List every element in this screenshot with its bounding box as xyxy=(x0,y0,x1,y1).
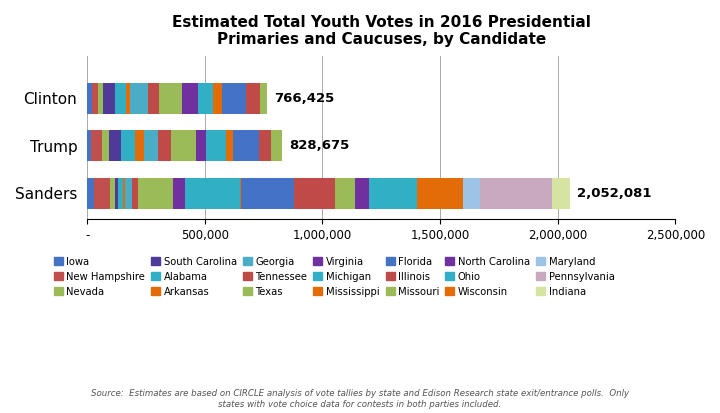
Bar xyxy=(241,178,294,209)
Bar xyxy=(91,130,102,161)
Bar xyxy=(552,178,570,209)
Text: Source:  Estimates are based on CIRCLE analysis of vote tallies by state and Edi: Source: Estimates are based on CIRCLE an… xyxy=(91,389,629,409)
Title: Estimated Total Youth Votes in 2016 Presidential
Primaries and Caucuses, by Cand: Estimated Total Youth Votes in 2016 Pres… xyxy=(172,15,590,47)
Bar xyxy=(115,83,126,114)
Bar xyxy=(174,178,185,209)
Bar xyxy=(213,83,222,114)
Bar xyxy=(294,178,336,209)
Bar xyxy=(144,130,158,161)
Bar xyxy=(110,178,114,209)
Bar xyxy=(158,130,171,161)
Bar xyxy=(98,83,104,114)
Text: 2,052,081: 2,052,081 xyxy=(577,187,652,199)
Bar xyxy=(336,178,354,209)
Bar xyxy=(135,130,144,161)
Bar xyxy=(463,178,480,209)
Bar xyxy=(185,178,240,209)
Bar xyxy=(259,130,271,161)
Text: 766,425: 766,425 xyxy=(274,92,335,105)
Bar xyxy=(171,130,196,161)
Bar xyxy=(480,178,552,209)
Bar xyxy=(118,178,123,209)
Bar xyxy=(102,130,109,161)
Bar xyxy=(138,178,174,209)
Bar xyxy=(198,83,213,114)
Bar xyxy=(246,83,261,114)
Bar xyxy=(196,130,207,161)
Bar xyxy=(207,130,225,161)
Bar xyxy=(233,130,259,161)
Bar xyxy=(126,83,130,114)
Bar xyxy=(132,178,138,209)
Bar xyxy=(222,83,246,114)
Legend: Iowa, New Hampshire, Nevada, South Carolina, Alabama, Arkansas, Georgia, Tenness: Iowa, New Hampshire, Nevada, South Carol… xyxy=(54,257,614,297)
Text: 828,675: 828,675 xyxy=(289,139,349,152)
Bar xyxy=(369,178,418,209)
Bar xyxy=(123,178,125,209)
Bar xyxy=(148,83,159,114)
Bar xyxy=(87,178,94,209)
Bar xyxy=(114,178,118,209)
Bar xyxy=(109,130,121,161)
Bar xyxy=(240,178,241,209)
Bar xyxy=(125,178,132,209)
Bar xyxy=(159,83,182,114)
Bar xyxy=(182,83,198,114)
Bar xyxy=(271,130,282,161)
Bar xyxy=(130,83,148,114)
Bar xyxy=(354,178,369,209)
Bar xyxy=(261,83,267,114)
Bar xyxy=(418,178,463,209)
Bar xyxy=(87,130,91,161)
Bar xyxy=(87,83,92,114)
Bar xyxy=(225,130,233,161)
Bar xyxy=(104,83,115,114)
Bar xyxy=(94,178,110,209)
Bar xyxy=(92,83,98,114)
Bar xyxy=(121,130,135,161)
